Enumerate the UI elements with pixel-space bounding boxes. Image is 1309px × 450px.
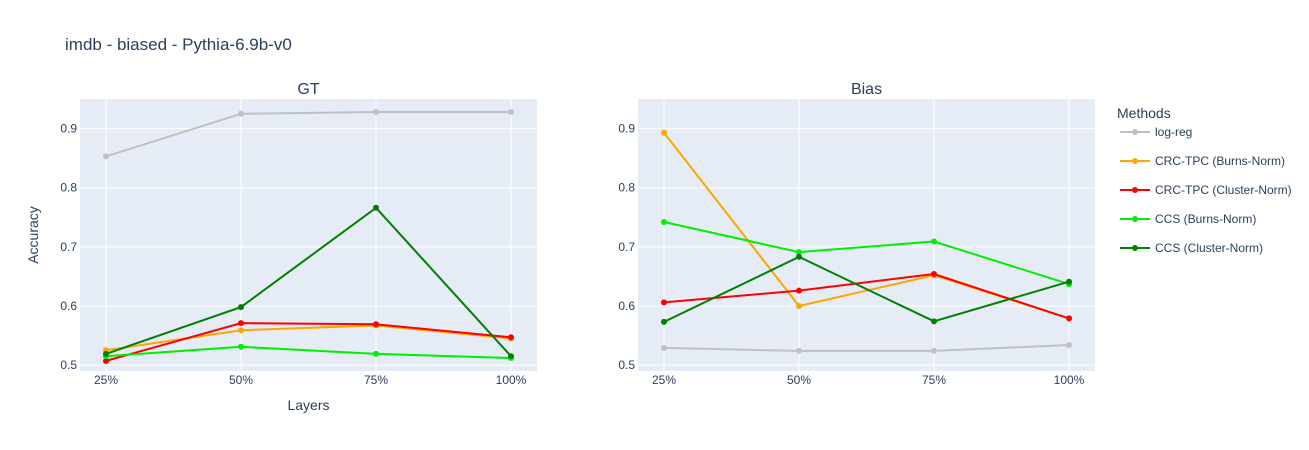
data-point <box>508 109 514 116</box>
y-tick-label: 0.6 <box>60 299 77 313</box>
series-line <box>663 221 1070 286</box>
series-ccs-cluster-norm <box>103 204 514 360</box>
data-point <box>661 129 667 136</box>
x-tick-label: 50% <box>787 373 811 387</box>
x-tick-label: 25% <box>652 373 676 387</box>
legend-marker <box>1132 187 1138 193</box>
series-line <box>105 324 512 352</box>
x-tick-label: 25% <box>94 373 118 387</box>
y-tick-label: 0.5 <box>60 358 77 372</box>
y-tick-label: 0.6 <box>618 299 635 313</box>
series-crc-tpc-cluster-norm <box>661 271 1072 322</box>
data-point <box>373 350 379 357</box>
legend-label: CCS (Burns-Norm) <box>1155 212 1256 226</box>
legend-label: CRC-TPC (Burns-Norm) <box>1155 154 1285 168</box>
data-point <box>931 347 937 354</box>
y-tick-label: 0.7 <box>618 240 635 254</box>
x-tick-label: 100% <box>1054 373 1085 387</box>
data-point <box>796 302 802 309</box>
legend-label: CCS (Cluster-Norm) <box>1155 241 1263 255</box>
legend-item[interactable]: CCS (Burns-Norm) <box>1120 212 1256 226</box>
subplot-title: Bias <box>851 81 882 98</box>
y-axis-title: Accuracy <box>25 206 41 264</box>
data-point <box>373 321 379 328</box>
x-axis-title: Layers <box>287 397 329 413</box>
x-tick-label: 75% <box>922 373 946 387</box>
subplot-2: 0.5 0.6 0.7 0.8 0.9 25% 50% 75% 100% Bias <box>618 81 1095 387</box>
data-point <box>1066 278 1072 285</box>
y-tick-label: 0.8 <box>60 181 77 195</box>
data-point <box>661 318 667 325</box>
series-line <box>663 272 1070 320</box>
series-line <box>663 344 1070 352</box>
data-point <box>238 110 244 117</box>
data-point <box>931 238 937 245</box>
legend-marker <box>1132 245 1138 251</box>
series-log-reg <box>103 109 514 160</box>
y-tick-label: 0.9 <box>60 122 77 136</box>
subplot-title: GT <box>297 81 319 98</box>
data-point <box>1066 315 1072 322</box>
data-point <box>373 109 379 116</box>
series-ccs-cluster-norm <box>661 253 1072 325</box>
data-point <box>661 218 667 225</box>
data-point <box>661 299 667 306</box>
data-point <box>238 343 244 350</box>
data-point <box>931 271 937 278</box>
legend-marker <box>1132 158 1138 164</box>
y-tick-label: 0.8 <box>618 181 635 195</box>
data-point <box>796 249 802 256</box>
legend-label: CRC-TPC (Cluster-Norm) <box>1155 183 1292 197</box>
series-crc-tpc-cluster-norm <box>103 320 514 364</box>
x-tick-label: 100% <box>496 373 527 387</box>
data-point <box>103 350 109 357</box>
series-line <box>105 322 512 362</box>
x-tick-label: 50% <box>229 373 253 387</box>
y-tick-label: 0.5 <box>618 358 635 372</box>
data-point <box>796 347 802 354</box>
chart-title: imdb - biased - Pythia-6.9b-v0 <box>65 35 292 54</box>
subplots: 0.5 0.6 0.7 0.8 0.9 25% 50% 75% 100% GT Layers Accu… <box>25 81 1095 413</box>
data-point <box>508 334 514 341</box>
series-log-reg <box>661 341 1072 354</box>
data-point <box>661 344 667 351</box>
data-point <box>931 318 937 325</box>
legend-item[interactable]: CRC-TPC (Burns-Norm) <box>1120 154 1285 168</box>
legend-marker <box>1132 129 1138 135</box>
data-point <box>238 304 244 311</box>
data-point <box>103 153 109 160</box>
legend-label: log-reg <box>1155 125 1192 139</box>
plot-background <box>638 99 1095 371</box>
legend: Methods log-reg CRC-TPC (Burns-Norm) CRC-T… <box>1117 105 1292 255</box>
data-point <box>796 253 802 260</box>
legend-title: Methods <box>1117 105 1171 121</box>
y-tick-label: 0.9 <box>618 122 635 136</box>
series-line <box>105 111 511 158</box>
data-point <box>238 327 244 334</box>
plot-background <box>80 99 537 371</box>
series-line <box>663 255 1070 323</box>
series-ccs-burns-norm <box>661 218 1072 288</box>
y-tick-label: 0.7 <box>60 240 77 254</box>
series-line <box>105 345 512 359</box>
data-point <box>796 287 802 294</box>
x-tick-label: 75% <box>364 373 388 387</box>
legend-item[interactable]: CCS (Cluster-Norm) <box>1120 241 1263 255</box>
data-point <box>508 353 514 360</box>
data-point <box>1066 341 1072 348</box>
legend-item[interactable]: CRC-TPC (Cluster-Norm) <box>1120 183 1292 197</box>
legend-marker <box>1132 216 1138 222</box>
data-point <box>238 320 244 327</box>
subplot-1: 0.5 0.6 0.7 0.8 0.9 25% 50% 75% 100% GT Layers Accu… <box>25 81 537 413</box>
series-line <box>105 206 512 357</box>
legend-item[interactable]: log-reg <box>1120 125 1192 139</box>
data-point <box>103 357 109 364</box>
data-point <box>373 204 379 211</box>
